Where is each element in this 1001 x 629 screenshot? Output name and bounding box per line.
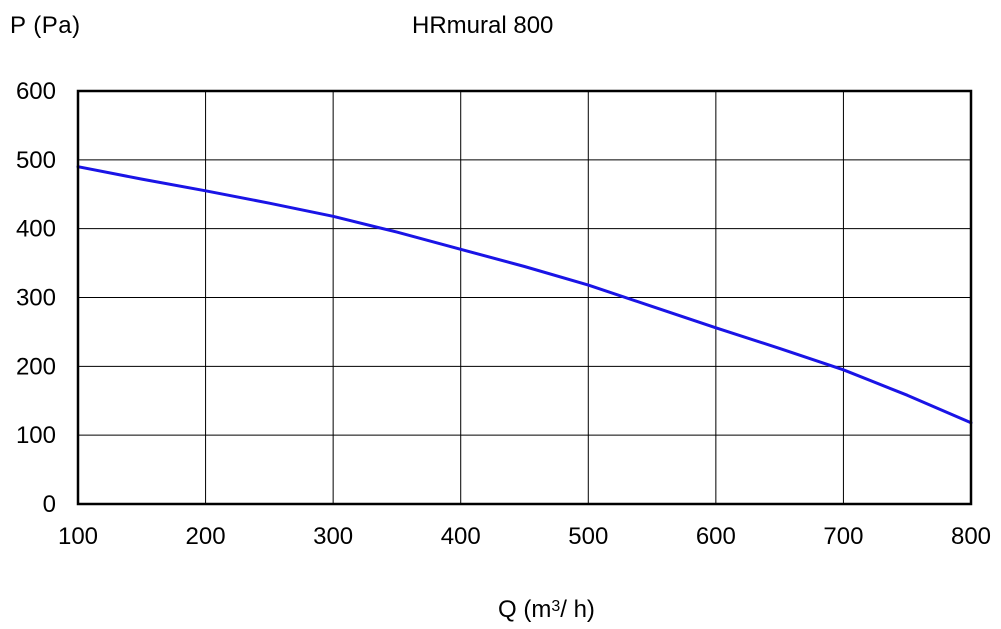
y-axis-label: P (Pa)	[10, 12, 81, 39]
x-tick-label-600: 600	[696, 523, 736, 550]
y-tick-label-400: 400	[16, 216, 56, 243]
x-tick-label-200: 200	[186, 523, 226, 550]
x-axis-label-suffix: / h)	[560, 596, 595, 623]
series-layer	[76, 165, 973, 425]
chart-title: HRmural 800	[412, 12, 554, 39]
x-tick-label-700: 700	[823, 523, 863, 550]
x-tick-label-800: 800	[951, 523, 991, 550]
x-axis-label: Q (m3/ h)	[498, 596, 595, 624]
x-tick-label-100: 100	[58, 523, 98, 550]
y-tick-label-300: 300	[16, 285, 56, 312]
y-tick-label-500: 500	[16, 147, 56, 174]
series-line-0	[76, 165, 973, 425]
x-tick-label-300: 300	[313, 523, 353, 550]
grid-lines	[77, 90, 972, 505]
x-tick-labels: 100 200 300 400 500 600 700 800	[58, 523, 991, 550]
x-tick-label-500: 500	[568, 523, 608, 550]
y-tick-label-600: 600	[16, 78, 56, 105]
y-tick-label-0: 0	[43, 491, 56, 518]
x-axis-label-superscript: 3	[551, 598, 561, 615]
x-axis-label-prefix: Q (m	[498, 596, 552, 623]
y-tick-label-200: 200	[16, 353, 56, 380]
plot-frame	[76, 89, 973, 506]
y-tick-labels: 0 100 200 300 400 500 600	[16, 78, 56, 518]
y-tick-label-100: 100	[16, 422, 56, 449]
x-tick-label-400: 400	[441, 523, 481, 550]
